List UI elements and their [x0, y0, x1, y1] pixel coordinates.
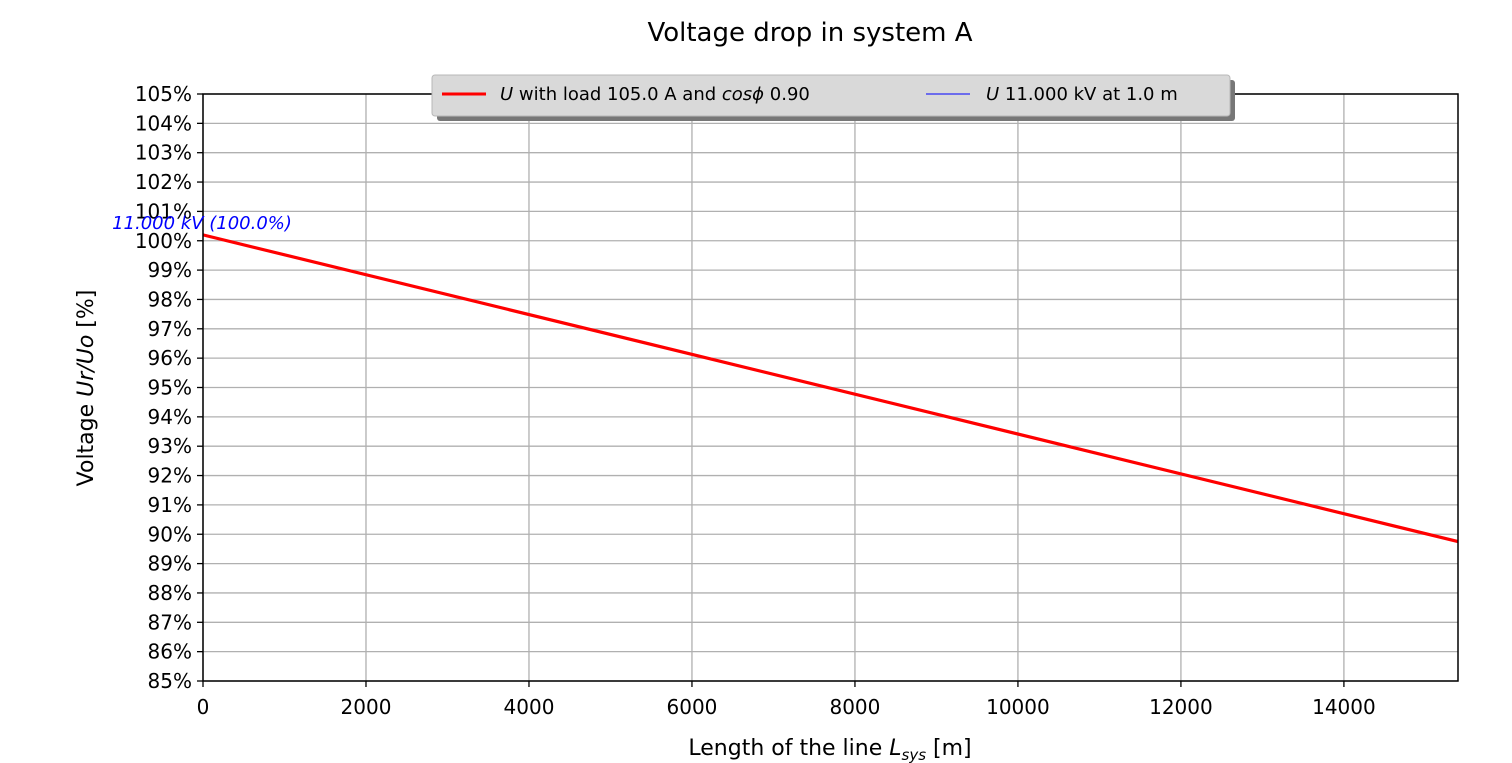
x-axis-title-sub: sys	[902, 746, 927, 763]
x-tick-label: 8000	[829, 695, 880, 719]
legend-label-nominal: U 11.000 kV at 1.0 m	[986, 84, 1178, 105]
y-tick-label: 103%	[135, 141, 192, 165]
y-tick-label: 96%	[148, 346, 192, 370]
y-tick-label: 85%	[148, 669, 192, 693]
x-tick-label: 12000	[1149, 695, 1213, 719]
legend-label-load-mid: with load 105.0 A and	[513, 84, 722, 105]
y-tick-label: 94%	[148, 405, 192, 429]
y-tick-label: 101%	[135, 199, 192, 223]
legend-label-load-cos: cosϕ	[722, 84, 764, 105]
x-tick-label: 6000	[667, 695, 718, 719]
voltage-annotation: 11.000 kV (100.0%)	[112, 213, 292, 234]
y-tick-label: 88%	[148, 581, 192, 605]
y-tick-label: 98%	[148, 287, 192, 311]
y-axis-title: Voltage Ur/Uo [%]	[74, 290, 99, 487]
y-tick-label: 100%	[135, 229, 192, 253]
chart-title: Voltage drop in system A	[647, 18, 972, 48]
legend-label-nominal-tail: 11.000 kV at 1.0 m	[999, 84, 1178, 105]
y-tick-label: 86%	[148, 640, 192, 664]
tick-layer: 0 2000 4000 6000 8000 10000 12000 14000 85% 86% 87…	[135, 82, 1376, 719]
x-tick-label: 4000	[504, 695, 555, 719]
y-tick-label: 87%	[148, 610, 192, 634]
y-tick-label: 99%	[148, 258, 192, 282]
x-tick-label: 14000	[1312, 695, 1376, 719]
legend: U with load 105.0 A and cosϕ 0.90 U 11.0…	[431, 74, 1235, 121]
y-tick-label: 102%	[135, 170, 192, 194]
x-tick-label: 0	[197, 695, 210, 719]
y-axis-title-unit: [%]	[74, 290, 99, 335]
y-axis-title-expr: Ur/Uo	[74, 335, 99, 397]
series-layer	[202, 233, 1459, 544]
y-tick-label: 104%	[135, 111, 192, 135]
y-tick-label: 97%	[148, 317, 192, 341]
y-tick-label: 95%	[148, 376, 192, 400]
x-tick-label: 10000	[986, 695, 1050, 719]
legend-label-load-tail: 0.90	[764, 84, 810, 105]
legend-label-load: U with load 105.0 A and cosϕ 0.90	[500, 84, 810, 105]
x-axis-title: Length of the line Lsys [m]	[688, 736, 971, 763]
x-tick-label: 2000	[341, 695, 392, 719]
y-tick-label: 90%	[148, 522, 192, 546]
y-tick-label: 93%	[148, 434, 192, 458]
y-tick-label: 92%	[148, 464, 192, 488]
y-axis-title-main: Voltage	[74, 397, 99, 487]
x-axis-title-var: L	[889, 736, 901, 761]
y-tick-label: 89%	[148, 552, 192, 576]
series-line-load	[202, 233, 1459, 544]
legend-box	[431, 74, 1231, 117]
legend-label-load-var: U	[500, 84, 513, 105]
x-axis-title-unit: [m]	[926, 736, 972, 761]
x-axis-title-main: Length of the line	[688, 736, 889, 761]
y-tick-label: 91%	[148, 493, 192, 517]
legend-label-nominal-var: U	[986, 84, 999, 105]
y-tick-label: 105%	[135, 82, 192, 106]
